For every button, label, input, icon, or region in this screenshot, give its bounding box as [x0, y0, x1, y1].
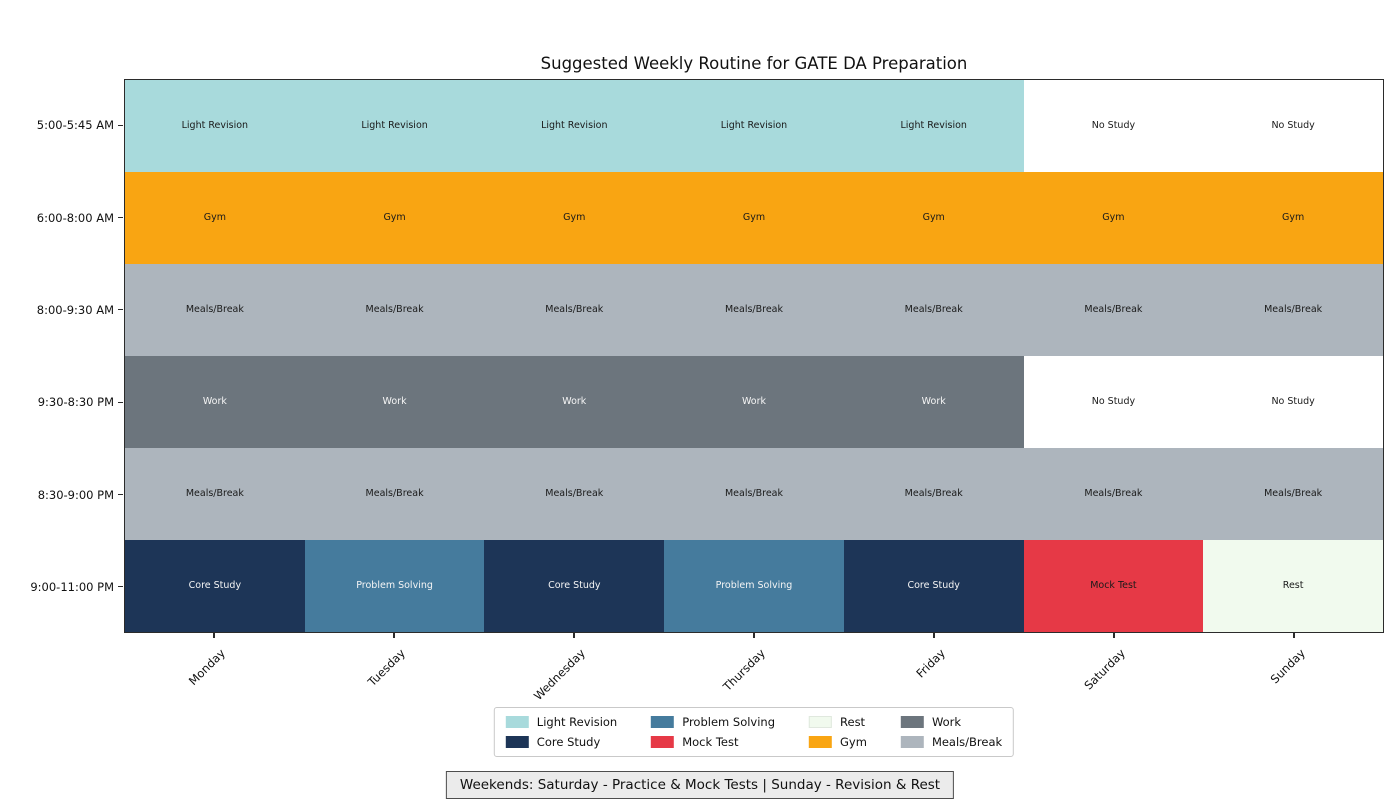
time-slot-label: 9:00-11:00 PM	[30, 579, 114, 594]
plot-area: Light Revision Light Revision Light Revisi…	[124, 79, 1384, 633]
time-slot-label: 6:00-8:00 AM	[36, 210, 114, 225]
schedule-cell: Meals/Break	[1203, 264, 1383, 356]
legend-swatch-icon	[505, 716, 529, 728]
schedule-cell: Work	[125, 356, 305, 448]
legend-label: Mock Test	[682, 735, 739, 749]
schedule-cell: Rest	[1203, 540, 1383, 632]
y-tick	[118, 401, 123, 403]
legend-swatch-icon	[505, 736, 529, 748]
schedule-cell: No Study	[1203, 80, 1383, 172]
legend-label: Problem Solving	[682, 715, 776, 729]
x-tick	[933, 633, 935, 638]
x-tick	[573, 633, 575, 638]
time-slot-label: 9:30-8:30 PM	[37, 395, 114, 410]
schedule-cell: Gym	[125, 172, 305, 264]
day-label: Saturday	[1081, 646, 1128, 693]
schedule-cell: Gym	[484, 172, 665, 264]
schedule-cell: Light Revision	[664, 80, 844, 172]
y-tick	[118, 493, 123, 496]
time-slot-label: 8:30-9:00 PM	[37, 487, 114, 502]
legend-label: Core Study	[536, 735, 601, 749]
legend-entry: Rest	[809, 715, 867, 729]
legend-label: Rest	[840, 715, 866, 729]
schedule-cell: Meals/Break	[843, 264, 1024, 356]
schedule-cell: Meals/Break	[125, 264, 305, 356]
schedule-cell: Meals/Break	[1023, 448, 1204, 540]
schedule-cell: Work	[843, 356, 1024, 448]
schedule-cell: Problem Solving	[304, 540, 485, 632]
schedule-cell: Light Revision	[843, 80, 1024, 172]
schedule-cell: Light Revision	[125, 80, 305, 172]
legend-entry: Meals/Break	[900, 735, 1003, 749]
schedule-cell: Meals/Break	[484, 448, 665, 540]
schedule-cell: Light Revision	[484, 80, 665, 172]
schedule-cell: Gym	[304, 172, 485, 264]
legend-swatch-icon	[651, 736, 675, 748]
footer-note: Weekends: Saturday - Practice & Mock Tes…	[445, 771, 955, 799]
schedule-cell: Mock Test	[1023, 540, 1204, 632]
legend-swatch-icon	[809, 736, 833, 748]
legend-entry: Mock Test	[651, 735, 775, 749]
schedule-cell: No Study	[1203, 356, 1383, 448]
schedule-cell: Meals/Break	[1023, 264, 1204, 356]
x-tick	[753, 633, 755, 638]
x-tick	[393, 633, 395, 638]
legend-entry: Problem Solving	[651, 715, 775, 729]
time-slot-label: 8:00-9:30 AM	[36, 302, 114, 317]
legend-entry: Work	[900, 715, 1002, 729]
legend-entry: Core Study	[505, 735, 617, 749]
x-tick	[1113, 633, 1115, 638]
legend-label: Gym	[840, 735, 867, 749]
schedule-cell: Gym	[664, 172, 844, 264]
y-tick	[118, 216, 123, 219]
schedule-cell: Gym	[843, 172, 1024, 264]
x-tick	[1293, 633, 1295, 638]
schedule-cell: Light Revision	[304, 80, 485, 172]
schedule-cell: Meals/Break	[1203, 448, 1383, 540]
legend-swatch-icon	[900, 736, 924, 748]
legend-label: Work	[931, 715, 962, 729]
chart-title: Suggested Weekly Routine for GATE DA Pre…	[540, 54, 968, 73]
schedule-cell: No Study	[1023, 356, 1204, 448]
y-tick	[118, 309, 123, 311]
schedule-cell: Meals/Break	[304, 448, 485, 540]
legend-label: Meals/Break	[931, 735, 1003, 749]
y-tick	[118, 124, 123, 126]
schedule-cell: Meals/Break	[664, 448, 844, 540]
schedule-cell: Meals/Break	[843, 448, 1024, 540]
schedule-cell: Core Study	[125, 540, 305, 632]
legend-swatch-icon	[651, 716, 675, 728]
legend: Light Revision Problem Solving Rest Work Cor…	[493, 707, 1015, 757]
schedule-cell: Work	[664, 356, 844, 448]
day-label: Sunday	[1267, 646, 1308, 687]
schedule-cell: Meals/Break	[304, 264, 485, 356]
legend-swatch-icon	[809, 716, 833, 728]
schedule-cell: Meals/Break	[125, 448, 305, 540]
schedule-cell: Core Study	[843, 540, 1024, 632]
legend-swatch-icon	[900, 716, 924, 728]
schedule-cell: Meals/Break	[664, 264, 844, 356]
schedule-cell: Work	[484, 356, 665, 448]
schedule-grid: Light Revision Light Revision Light Revisi…	[125, 80, 1383, 632]
schedule-cell: No Study	[1023, 80, 1204, 172]
time-slot-label: 5:00-5:45 AM	[36, 118, 114, 133]
day-label: Monday	[185, 646, 228, 689]
schedule-cell: Core Study	[484, 540, 665, 632]
day-label: Tuesday	[364, 646, 408, 689]
schedule-cell: Work	[304, 356, 485, 448]
schedule-cell: Gym	[1023, 172, 1204, 264]
y-tick	[118, 586, 123, 588]
legend-label: Light Revision	[536, 715, 618, 729]
schedule-cell: Problem Solving	[664, 540, 844, 632]
schedule-cell: Meals/Break	[484, 264, 665, 356]
x-tick	[213, 633, 215, 638]
schedule-cell: Gym	[1203, 172, 1383, 264]
legend-entry: Gym	[809, 735, 867, 749]
legend-entry: Light Revision	[505, 715, 618, 729]
